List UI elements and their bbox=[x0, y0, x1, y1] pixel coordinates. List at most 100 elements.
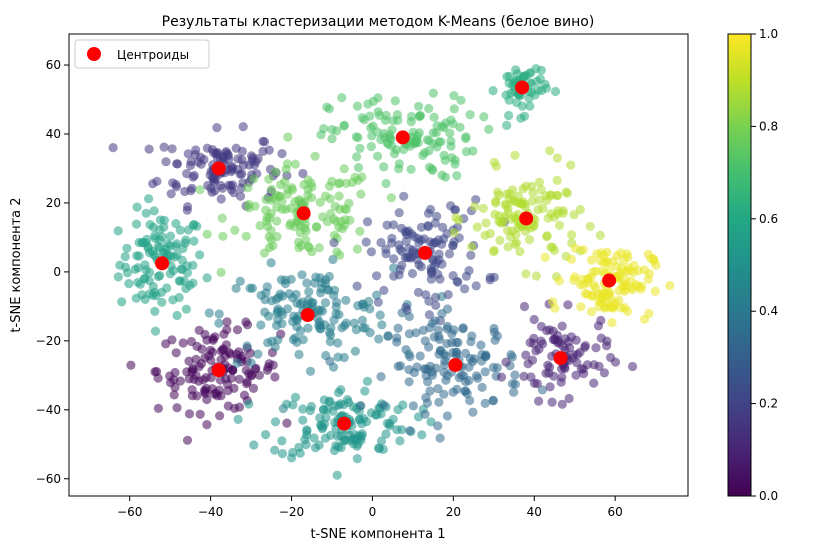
x-axis: −60 −40 −20 0 20 40 60 bbox=[117, 496, 623, 519]
data-point bbox=[214, 318, 224, 328]
data-point bbox=[441, 375, 451, 385]
data-point bbox=[650, 286, 660, 296]
data-point bbox=[633, 281, 644, 292]
data-point bbox=[519, 199, 530, 209]
data-point bbox=[326, 323, 336, 333]
data-point bbox=[365, 328, 375, 338]
data-point bbox=[485, 275, 495, 285]
data-point bbox=[229, 403, 240, 413]
data-point bbox=[389, 149, 400, 159]
data-point bbox=[162, 239, 173, 249]
data-point bbox=[324, 271, 334, 282]
data-point bbox=[190, 150, 200, 160]
data-point bbox=[246, 371, 256, 381]
data-point bbox=[132, 202, 142, 212]
data-point bbox=[408, 401, 418, 411]
data-point bbox=[194, 376, 204, 386]
data-point bbox=[432, 211, 442, 221]
data-point bbox=[404, 311, 414, 322]
data-point bbox=[172, 310, 182, 321]
data-point bbox=[155, 235, 165, 245]
chart-title: Результаты кластеризации методом K-Means… bbox=[162, 14, 595, 30]
data-point bbox=[665, 280, 675, 291]
data-point bbox=[353, 163, 364, 173]
data-point bbox=[297, 270, 307, 280]
data-point bbox=[302, 278, 312, 288]
data-point bbox=[589, 378, 599, 388]
centroid-marker bbox=[155, 256, 170, 271]
data-point bbox=[182, 435, 193, 445]
centroid-marker bbox=[211, 161, 226, 176]
y-tick-label: 20 bbox=[46, 196, 61, 210]
data-point bbox=[523, 359, 533, 369]
x-tick-label: 40 bbox=[527, 505, 542, 519]
data-point bbox=[472, 222, 482, 232]
data-point bbox=[356, 189, 366, 199]
data-point bbox=[352, 244, 362, 254]
data-point bbox=[450, 205, 460, 215]
data-point bbox=[245, 283, 255, 293]
data-point bbox=[337, 323, 347, 333]
data-point bbox=[329, 290, 339, 300]
data-point bbox=[433, 384, 443, 394]
data-point bbox=[320, 298, 331, 308]
data-point bbox=[320, 191, 331, 201]
data-point bbox=[373, 93, 383, 103]
x-axis-label: t-SNE компонента 1 bbox=[310, 527, 445, 542]
data-point bbox=[485, 228, 495, 239]
data-point bbox=[535, 74, 545, 84]
data-point bbox=[379, 128, 389, 139]
data-point bbox=[155, 271, 165, 281]
data-point bbox=[509, 195, 519, 206]
data-point bbox=[420, 409, 430, 419]
data-point bbox=[534, 344, 544, 354]
x-tick-label: 60 bbox=[608, 505, 623, 519]
data-point bbox=[399, 191, 409, 201]
data-point bbox=[175, 225, 185, 235]
data-point bbox=[381, 178, 391, 189]
data-point bbox=[423, 208, 434, 218]
data-point bbox=[277, 449, 288, 459]
data-point bbox=[133, 277, 143, 287]
data-point bbox=[327, 124, 337, 135]
data-point bbox=[557, 399, 567, 409]
data-point bbox=[395, 436, 405, 446]
data-point bbox=[530, 90, 540, 100]
colorbar-tick-label: 0.2 bbox=[759, 397, 778, 411]
data-point bbox=[117, 297, 127, 307]
data-point bbox=[283, 132, 293, 142]
data-point bbox=[220, 351, 230, 361]
plot-area-frame bbox=[68, 33, 689, 497]
data-point bbox=[232, 325, 243, 335]
colorbar-tick-label: 1.0 bbox=[759, 27, 778, 41]
colorbar-ticks: 0.0 0.2 0.4 0.6 0.8 1.0 bbox=[751, 27, 778, 503]
data-point bbox=[177, 255, 187, 265]
data-point bbox=[529, 378, 540, 388]
data-point bbox=[307, 193, 317, 203]
data-point bbox=[456, 95, 466, 105]
data-point bbox=[217, 213, 227, 223]
data-point bbox=[537, 85, 547, 96]
data-point bbox=[216, 194, 226, 204]
data-point bbox=[557, 321, 567, 331]
data-point bbox=[439, 367, 449, 377]
data-point bbox=[548, 242, 558, 252]
data-point bbox=[386, 134, 396, 144]
data-point bbox=[182, 205, 192, 215]
data-point bbox=[423, 377, 433, 387]
data-point bbox=[294, 196, 304, 206]
data-point bbox=[392, 110, 402, 120]
data-point bbox=[215, 411, 225, 421]
data-point bbox=[471, 281, 481, 291]
data-point bbox=[578, 245, 588, 255]
data-point bbox=[238, 122, 248, 132]
data-point bbox=[298, 168, 308, 179]
data-point bbox=[569, 210, 579, 220]
data-point bbox=[507, 379, 518, 389]
data-point bbox=[379, 285, 389, 295]
data-point bbox=[605, 265, 615, 275]
data-point bbox=[376, 436, 387, 446]
data-point bbox=[639, 314, 650, 324]
data-point bbox=[184, 409, 195, 419]
data-point bbox=[589, 280, 599, 290]
